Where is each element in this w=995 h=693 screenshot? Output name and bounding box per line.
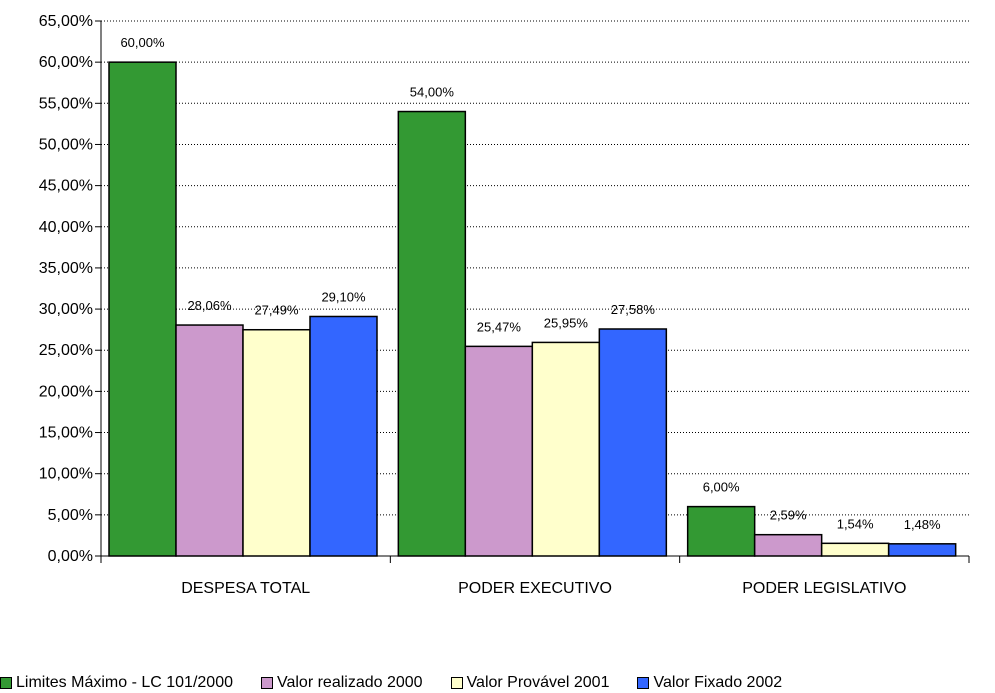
bar — [243, 330, 310, 556]
data-label: 1,48% — [904, 517, 941, 532]
y-tick-label: 10,00% — [39, 466, 93, 483]
bar — [176, 325, 243, 556]
data-label: 25,95% — [544, 315, 589, 330]
data-label: 1,54% — [837, 516, 874, 531]
y-tick-label: 40,00% — [39, 219, 93, 236]
data-label: 2,59% — [770, 508, 807, 523]
x-category-label: DESPESA TOTAL — [181, 580, 310, 597]
bar — [398, 112, 465, 556]
bar — [755, 535, 822, 556]
data-label: 54,00% — [410, 85, 455, 100]
data-label: 28,06% — [187, 298, 232, 313]
x-category-label: PODER EXECUTIVO — [458, 580, 612, 597]
data-label: 27,49% — [254, 303, 299, 318]
legend-label: Valor realizado 2000 — [277, 674, 423, 692]
chart-legend: Limites Máximo - LC 101/2000 Valor realiz… — [0, 673, 995, 693]
y-tick-label: 65,00% — [39, 13, 93, 30]
y-tick-label: 20,00% — [39, 383, 93, 400]
bar — [688, 507, 755, 556]
legend-swatch — [637, 677, 649, 689]
data-label: 27,58% — [611, 302, 656, 317]
y-tick-label: 0,00% — [48, 548, 93, 565]
y-tick-label: 55,00% — [39, 95, 93, 112]
y-tick-label: 35,00% — [39, 260, 93, 277]
legend-swatch — [451, 677, 463, 689]
legend-label: Valor Provável 2001 — [467, 674, 610, 692]
y-tick-label: 5,00% — [48, 507, 93, 524]
data-label: 29,10% — [321, 289, 366, 304]
data-label: 60,00% — [120, 35, 165, 50]
bar — [310, 316, 377, 556]
y-tick-label: 30,00% — [39, 301, 93, 318]
legend-item: Valor realizado 2000 — [261, 674, 423, 692]
legend-item: Limites Máximo - LC 101/2000 — [0, 674, 233, 692]
y-tick-label: 60,00% — [39, 54, 93, 71]
bar — [599, 329, 666, 556]
y-tick-label: 15,00% — [39, 425, 93, 442]
y-tick-label: 50,00% — [39, 136, 93, 153]
bar — [532, 342, 599, 556]
legend-swatch — [0, 677, 12, 689]
bar — [822, 543, 889, 556]
legend-label: Valor Fixado 2002 — [653, 674, 782, 692]
data-label: 6,00% — [703, 480, 740, 495]
legend-swatch — [261, 677, 273, 689]
x-category-label: PODER LEGISLATIVO — [742, 580, 906, 597]
y-tick-label: 45,00% — [39, 178, 93, 195]
legend-item: Valor Fixado 2002 — [637, 674, 782, 692]
bar — [465, 346, 532, 556]
data-label: 25,47% — [477, 319, 522, 334]
legend-item: Valor Provável 2001 — [451, 674, 610, 692]
legend-label: Limites Máximo - LC 101/2000 — [16, 674, 233, 692]
bar — [109, 62, 176, 556]
y-tick-label: 25,00% — [39, 342, 93, 359]
bar — [889, 544, 956, 556]
